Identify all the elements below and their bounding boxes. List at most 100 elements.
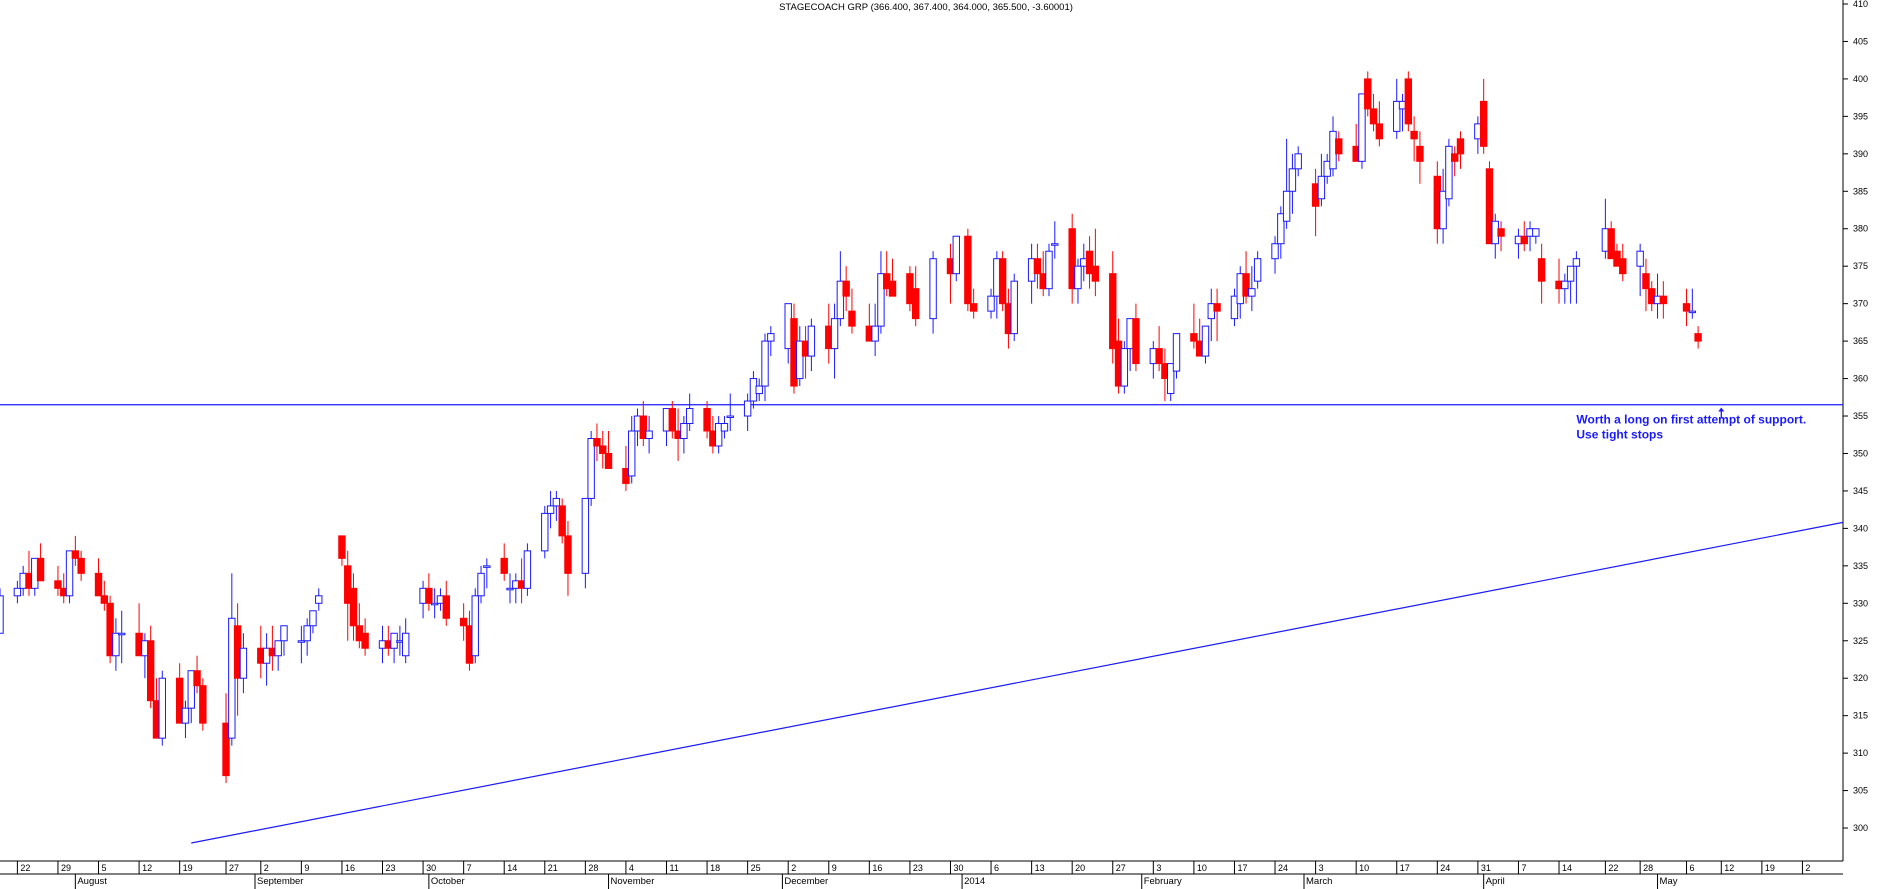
- candle-body: [338, 535, 346, 559]
- candle: [1659, 281, 1668, 319]
- candle-body: [830, 318, 839, 350]
- x-day-label: 29: [61, 863, 71, 873]
- annotation-text: Use tight stops: [1576, 427, 1663, 441]
- candle: [297, 625, 306, 664]
- candle: [401, 618, 410, 664]
- y-tick-label: 380: [1853, 224, 1868, 234]
- candle: [1572, 251, 1581, 304]
- candle: [987, 288, 995, 319]
- candle: [1537, 243, 1546, 304]
- candle-body: [685, 408, 694, 425]
- candle: [1132, 303, 1140, 372]
- candle: [506, 573, 514, 604]
- candle: [1393, 78, 1401, 139]
- candle: [877, 251, 885, 334]
- x-day-label: 23: [386, 863, 396, 873]
- chart-title: STAGECOACH GRP (366.400, 367.400, 364.00…: [779, 2, 1073, 13]
- candle: [645, 416, 653, 454]
- candle-body: [1201, 325, 1210, 357]
- y-axis: 300 305 310 315 320 325 330 335 340 345 350 355 360 3…: [1842, 0, 1868, 861]
- candle: [1242, 251, 1250, 304]
- candle: [726, 393, 734, 431]
- candle-body: [1439, 190, 1447, 230]
- candle: [1636, 243, 1644, 297]
- candle: [929, 251, 937, 334]
- candle-body: [506, 587, 514, 591]
- candle: [36, 543, 45, 582]
- candle: [796, 326, 804, 387]
- candle: [1294, 146, 1302, 177]
- candle: [1190, 303, 1198, 349]
- y-tick-label: 360: [1853, 374, 1868, 384]
- x-axis: 22 29 5 12 19 27 2 9 16 23 30 7 14 21 28 4 11 18 25 2 9 16 23 3…: [0, 860, 1843, 889]
- candle-body: [1456, 138, 1465, 155]
- y-tick-label: 410: [1853, 0, 1868, 9]
- candle-body: [761, 340, 769, 387]
- candle: [1688, 288, 1697, 319]
- candle: [1682, 288, 1691, 327]
- candle-body: [1091, 265, 1100, 282]
- candle: [262, 633, 271, 686]
- candle-body: [1282, 190, 1291, 222]
- x-day-label: 2: [1805, 863, 1810, 873]
- candle: [106, 595, 114, 664]
- x-day-label: 18: [710, 863, 720, 873]
- x-day-label: 10: [1359, 863, 1369, 873]
- y-tick-label: 350: [1853, 448, 1868, 458]
- x-month-label: 2014: [964, 876, 985, 887]
- candle: [1068, 213, 1076, 304]
- candle: [546, 490, 555, 529]
- candle: [442, 580, 450, 626]
- x-day-label: 19: [183, 863, 193, 873]
- candle-body: [1607, 228, 1615, 260]
- candle-body: [1277, 213, 1285, 245]
- candle-body: [1294, 153, 1302, 170]
- candle-body: [604, 452, 613, 469]
- annotation-text: Worth a long on first attempt of support…: [1576, 413, 1806, 427]
- x-day-label: 2: [264, 863, 269, 873]
- candle: [1230, 288, 1239, 327]
- candle-body: [181, 707, 190, 724]
- candle: [1607, 221, 1615, 260]
- candle: [1172, 333, 1181, 379]
- candle: [807, 318, 816, 372]
- x-day-label: 24: [1440, 863, 1450, 873]
- candle-body: [767, 333, 775, 342]
- candle-body: [888, 280, 897, 297]
- candle: [430, 588, 439, 619]
- x-day-label: 22: [20, 863, 30, 873]
- candle: [1277, 206, 1285, 259]
- candle: [459, 603, 468, 641]
- y-tick-label: 330: [1853, 598, 1868, 608]
- candle-body: [297, 640, 306, 643]
- x-day-label: 17: [1237, 863, 1247, 873]
- candle-body: [836, 280, 845, 320]
- candle-body: [1132, 318, 1140, 365]
- candle: [888, 258, 897, 297]
- candle-body: [1253, 258, 1262, 282]
- candle-body: [500, 557, 508, 574]
- x-day-label: 28: [1643, 863, 1653, 873]
- candle-body: [1636, 250, 1644, 267]
- candle-body: [987, 295, 995, 312]
- candle: [1253, 251, 1262, 289]
- candle: [344, 550, 352, 641]
- x-day-label: 27: [229, 863, 239, 873]
- candle-body: [1155, 348, 1163, 365]
- candle-body: [871, 325, 879, 342]
- candle: [593, 423, 601, 461]
- candle-body: [842, 280, 850, 297]
- arrow-head-icon: [1718, 407, 1725, 412]
- candle: [500, 543, 508, 581]
- candle: [303, 618, 311, 656]
- candle: [309, 610, 317, 634]
- candle: [1485, 161, 1494, 245]
- y-tick-label: 365: [1853, 336, 1868, 346]
- candle: [604, 431, 613, 469]
- candle-body: [587, 437, 595, 499]
- y-tick-label: 320: [1853, 673, 1868, 683]
- x-day-label: 24: [1278, 863, 1288, 873]
- candle-body: [1416, 145, 1424, 162]
- candle: [71, 535, 80, 566]
- x-day-label: 10: [1197, 863, 1207, 873]
